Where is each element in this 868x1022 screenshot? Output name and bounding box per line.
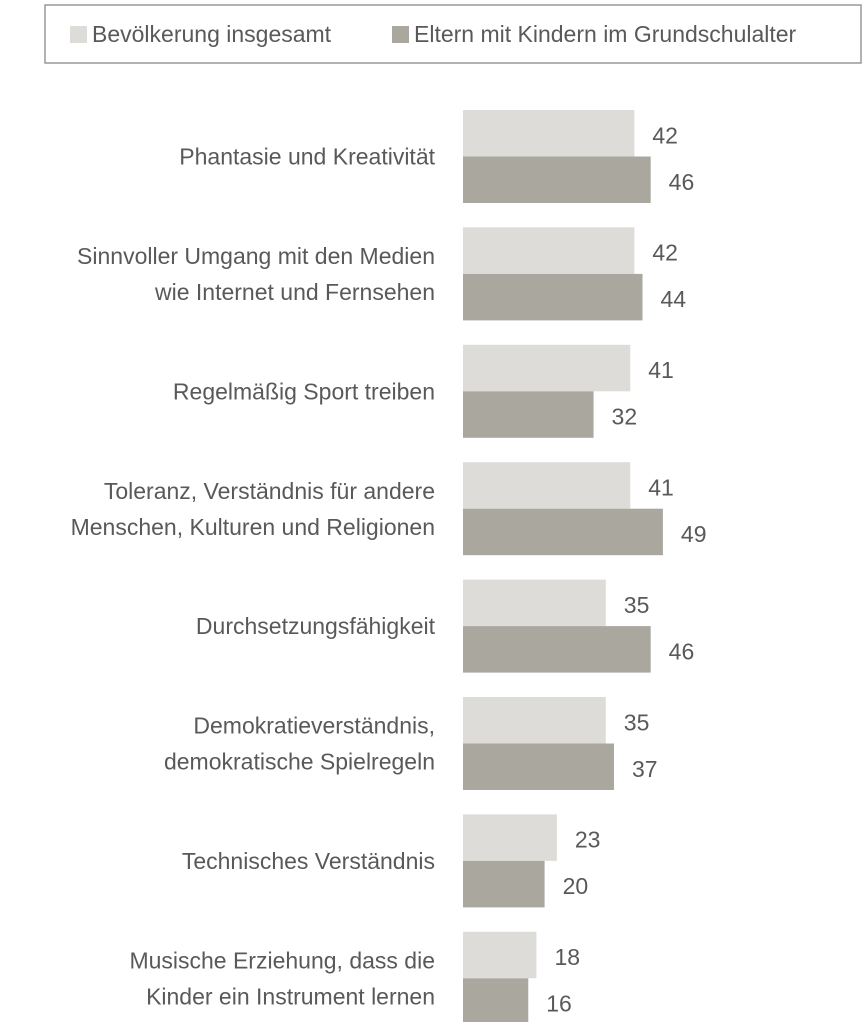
bar <box>463 743 614 790</box>
bar <box>463 508 663 556</box>
legend-label: Bevölkerung insgesamt <box>92 21 332 47</box>
value-label: 46 <box>669 638 695 664</box>
value-label: 49 <box>681 521 707 547</box>
legend-swatch <box>392 26 409 43</box>
value-label: 46 <box>669 169 695 195</box>
bar <box>463 626 651 673</box>
category-label: demokratische Spielregeln <box>164 749 435 775</box>
bar <box>463 860 545 908</box>
value-label: 18 <box>554 944 580 970</box>
value-label: 20 <box>563 873 589 899</box>
value-label: 37 <box>632 756 658 782</box>
legend-swatch <box>70 26 87 43</box>
bar <box>463 344 631 392</box>
category-label: Sinnvoller Umgang mit den Medien <box>77 243 435 269</box>
value-label: 41 <box>648 357 674 383</box>
category-label: Durchsetzungsfähigkeit <box>196 613 436 639</box>
bar <box>463 227 635 274</box>
bar <box>463 391 594 438</box>
bar <box>463 462 631 509</box>
category-label: Technisches Verständnis <box>182 848 435 874</box>
category-label: Regelmäßig Sport treiben <box>173 378 435 404</box>
bar <box>463 814 557 861</box>
legend-box <box>44 4 862 64</box>
category-label: Demokratieverständnis, <box>193 713 435 739</box>
bar <box>463 110 635 157</box>
category-label: Toleranz, Verständnis für andere <box>104 478 435 504</box>
bar <box>463 978 529 1022</box>
value-label: 23 <box>575 827 601 853</box>
value-label: 32 <box>612 404 638 430</box>
value-label: 35 <box>624 709 650 735</box>
category-label: Kinder ein Instrument lernen <box>146 983 435 1009</box>
bar <box>463 579 606 627</box>
value-label: 41 <box>648 475 674 501</box>
category-label: Menschen, Kulturen und Religionen <box>71 514 435 540</box>
bar <box>463 273 643 321</box>
value-label: 44 <box>661 286 687 312</box>
bar <box>463 931 537 979</box>
category-label: Musische Erziehung, dass die <box>129 947 435 973</box>
category-label: Phantasie und Kreativität <box>179 144 435 170</box>
value-label: 16 <box>546 991 572 1017</box>
value-label: 42 <box>652 240 678 266</box>
value-label: 35 <box>624 592 650 618</box>
category-label: wie Internet und Fernsehen <box>154 279 435 305</box>
value-label: 42 <box>652 122 678 148</box>
legend-label: Eltern mit Kindern im Grundschulalter <box>414 21 797 47</box>
bar <box>463 156 651 203</box>
bar <box>463 697 606 744</box>
